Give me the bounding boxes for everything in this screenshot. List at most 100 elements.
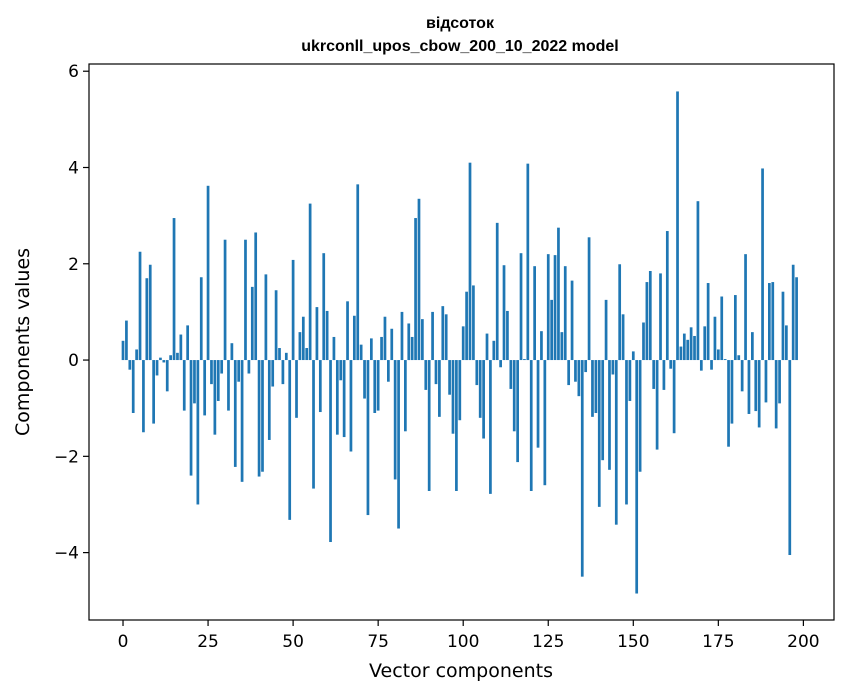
bar-47 xyxy=(281,360,285,385)
bar-134 xyxy=(577,360,581,397)
bar-140 xyxy=(597,360,601,507)
bar-179 xyxy=(730,360,734,424)
bar-32 xyxy=(230,343,234,361)
bar-158 xyxy=(659,273,662,361)
bar-69 xyxy=(356,184,360,361)
bar-38 xyxy=(250,286,254,361)
bar-49 xyxy=(288,360,292,520)
bar-196 xyxy=(788,360,792,556)
bar-143 xyxy=(608,360,611,470)
bar-165 xyxy=(682,333,686,361)
bar-6 xyxy=(142,360,145,433)
bar-172 xyxy=(706,283,710,361)
bar-20 xyxy=(189,360,193,476)
bar-61 xyxy=(329,360,332,543)
bar-148 xyxy=(625,360,628,505)
y-tick-label-6: 6 xyxy=(68,62,79,82)
bar-130 xyxy=(563,266,567,361)
bar-31 xyxy=(227,360,230,411)
bar-192 xyxy=(774,360,778,429)
y-axis-ticks: −4 −2 0 2 4 6 xyxy=(54,62,89,564)
chart-title-line2: ukrconll_upos_cbow_200_10_2022 model xyxy=(301,38,618,55)
bar-88 xyxy=(421,319,424,361)
y-axis-label: Components values xyxy=(12,248,34,436)
bar-178 xyxy=(727,360,730,447)
bar-167 xyxy=(689,327,693,361)
bar-80 xyxy=(393,360,397,480)
bar-27 xyxy=(213,360,217,435)
bar-13 xyxy=(165,360,169,392)
bar-123 xyxy=(540,331,543,361)
y-tick-label-2: 2 xyxy=(68,255,79,275)
bar-164 xyxy=(679,346,683,361)
bar-170 xyxy=(699,360,703,371)
bar-41 xyxy=(261,360,264,472)
bar-113 xyxy=(506,310,509,361)
bar-169 xyxy=(696,201,700,361)
bar-120 xyxy=(529,360,533,491)
y-tick-label-0: 0 xyxy=(68,351,79,371)
bar-110 xyxy=(495,222,499,361)
y-tick-label--4: −4 xyxy=(54,544,79,564)
bar-84 xyxy=(407,323,411,361)
bar-51 xyxy=(295,360,298,418)
bar-111 xyxy=(499,360,502,368)
bar-186 xyxy=(754,360,758,412)
x-tick-label-200: 200 xyxy=(787,632,819,652)
bar-139 xyxy=(594,360,598,413)
bar-28 xyxy=(216,360,220,401)
bar-66 xyxy=(346,301,349,361)
bar-100 xyxy=(461,326,465,361)
bar-189 xyxy=(764,360,768,403)
bar-150 xyxy=(631,351,635,361)
bar-40 xyxy=(257,360,261,477)
bar-18 xyxy=(182,360,186,411)
bar-197 xyxy=(791,264,795,361)
bar-135 xyxy=(580,360,584,577)
bar-136 xyxy=(584,360,588,373)
bar-series xyxy=(121,91,798,594)
bar-144 xyxy=(611,360,615,375)
bar-65 xyxy=(342,360,346,438)
bar-129 xyxy=(560,332,564,361)
bar-104 xyxy=(475,360,479,386)
bar-180 xyxy=(733,295,737,361)
bar-81 xyxy=(397,360,400,529)
bar-52 xyxy=(298,332,302,361)
bar-101 xyxy=(465,291,468,361)
bar-194 xyxy=(781,291,785,361)
bar-74 xyxy=(373,360,377,413)
x-tick-label-125: 125 xyxy=(532,632,564,652)
bar-108 xyxy=(489,360,492,494)
x-tick-label-75: 75 xyxy=(367,632,389,652)
bar-10 xyxy=(155,360,159,376)
bar-175 xyxy=(716,349,720,361)
bar-37 xyxy=(247,360,251,374)
bar-26 xyxy=(210,360,213,385)
bar-54 xyxy=(305,348,309,361)
bar-0 xyxy=(121,340,125,361)
bar-43 xyxy=(267,360,271,440)
bar-82 xyxy=(400,311,404,361)
bar-96 xyxy=(448,360,451,395)
bar-23 xyxy=(199,277,203,361)
bar-57 xyxy=(315,307,319,361)
bar-39 xyxy=(254,232,258,361)
bar-92 xyxy=(434,360,438,385)
bar-125 xyxy=(546,254,550,361)
bar-59 xyxy=(322,253,326,361)
bar-17 xyxy=(179,334,183,361)
plot-frame xyxy=(88,63,835,621)
bar-19 xyxy=(186,325,190,361)
bar-86 xyxy=(414,218,417,361)
bar-55 xyxy=(308,203,312,361)
bar-133 xyxy=(574,360,577,382)
bar-87 xyxy=(417,198,421,361)
bar-115 xyxy=(512,360,516,432)
bar-118 xyxy=(523,359,526,361)
bar-70 xyxy=(359,344,363,361)
bar-152 xyxy=(638,360,642,472)
bar-73 xyxy=(369,338,373,361)
x-tick-label-150: 150 xyxy=(617,632,649,652)
